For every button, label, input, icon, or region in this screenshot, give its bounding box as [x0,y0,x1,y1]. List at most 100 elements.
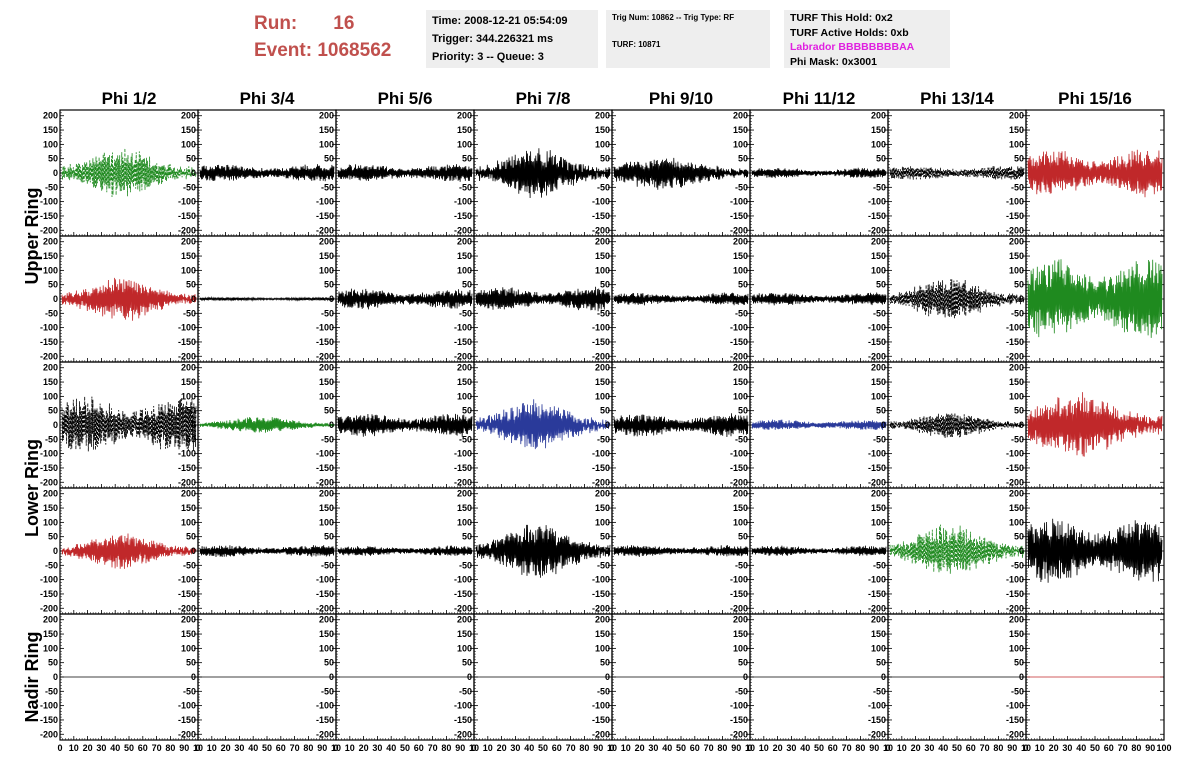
y-tick-label: -50 [873,434,886,444]
y-tick-label: 100 [871,139,886,149]
panel-r2-c6: -200 -150 -100 -50 0 50 100 150 200 [730,235,889,363]
panel-r3-c3: -200 -150 -100 -50 0 50 100 150 200 [316,361,475,489]
waveform-r1-c5 [613,157,749,190]
y-tick-label: 200 [733,489,748,499]
y-tick-label: 50 [48,406,58,416]
y-tick-label: 100 [319,391,334,401]
y-tick-label: 100 [1009,265,1024,275]
waveform-r2-c5 [613,292,749,306]
y-tick-label: 200 [181,111,196,121]
y-tick-label: -100 [1006,575,1024,585]
event-value: 1068562 [317,40,392,61]
y-tick-label: 150 [871,125,886,135]
y-tick-label: 50 [738,280,748,290]
y-tick-label: 100 [733,139,748,149]
y-tick-label: 200 [457,363,472,373]
turf-active-holds-line: TURF Active Holds: 0xb [790,26,909,39]
y-tick-label: -100 [868,449,886,459]
y-tick-label: 50 [876,406,886,416]
y-tick-label: -150 [592,715,610,725]
y-tick-label: 100 [457,391,472,401]
y-tick-label: -200 [40,477,58,487]
waveform-r1-c4 [475,148,611,199]
y-tick-label: 50 [1014,280,1024,290]
y-tick-label: 150 [43,503,58,513]
y-tick-label: 200 [319,111,334,121]
y-tick-label: 150 [595,251,610,261]
y-tick-label: 200 [319,489,334,499]
y-tick-label: -150 [592,463,610,473]
y-tick-label: -50 [183,434,196,444]
y-tick-label: 200 [457,111,472,121]
waveform-r3-c2 [199,417,335,433]
y-tick-label: 150 [457,503,472,513]
y-tick-label: -200 [454,729,472,739]
y-tick-label: 150 [181,629,196,639]
y-tick-label: 50 [738,406,748,416]
column-header-6: Phi 11/12 [783,89,856,108]
y-tick-label: -200 [316,729,334,739]
y-tick-label: 50 [48,280,58,290]
y-tick-label: -100 [730,323,748,333]
y-tick-label: 0 [53,546,58,556]
y-tick-label: -100 [40,701,58,711]
y-tick-label: 0 [467,546,472,556]
y-tick-label: -150 [178,463,196,473]
panel-r2-c2: -200 -150 -100 -50 0 50 100 150 200 [178,235,337,363]
y-tick-label: -150 [592,589,610,599]
y-tick-label: 150 [595,503,610,513]
y-tick-label: 100 [319,265,334,275]
y-tick-label: -200 [730,477,748,487]
column-header-2: Phi 3/4 [240,89,295,108]
y-tick-label: 200 [871,363,886,373]
y-tick-label: -100 [316,449,334,459]
y-tick-label: 100 [181,517,196,527]
y-tick-label: -50 [45,308,58,318]
y-tick-label: 0 [53,168,58,178]
panel-r4-c8: -200 -150 -100 -50 0 50 100 150 200 [1006,487,1165,615]
y-tick-label: 0 [743,294,748,304]
y-tick-label: -200 [1006,225,1024,235]
y-tick-label: 50 [186,406,196,416]
event-label: Event: [254,40,313,61]
y-tick-label: 100 [595,139,610,149]
y-tick-label: -100 [454,323,472,333]
y-tick-label: 200 [871,111,886,121]
y-tick-label: 0 [605,546,610,556]
y-tick-label: 0 [743,420,748,430]
panel-r2-c8: -200 -150 -100 -50 0 50 100 150 200 [1006,235,1165,363]
y-tick-label: 50 [324,406,334,416]
panel-r1-c6: -200 -150 -100 -50 0 50 100 150 200 [730,109,889,237]
y-tick-label: 150 [319,503,334,513]
y-tick-label: 0 [191,294,196,304]
y-tick-label: -50 [1011,182,1024,192]
y-tick-label: -100 [1006,197,1024,207]
y-tick-label: 50 [462,154,472,164]
panel-r1-c8: -200 -150 -100 -50 0 50 100 150 200 [1006,109,1165,237]
panel-r1-c5: -200 -150 -100 -50 0 50 100 150 200 [592,109,751,237]
y-tick-label: 200 [43,615,58,625]
y-tick-label: -50 [459,434,472,444]
phi-mask-line: Phi Mask: 0x3001 [790,55,877,68]
y-tick-label: 150 [457,629,472,639]
y-tick-label: -50 [735,434,748,444]
waveform-r2-c1 [61,277,197,321]
y-tick-label: 150 [181,251,196,261]
panel-r2-c4: -200 -150 -100 -50 0 50 100 150 200 [454,235,613,363]
y-tick-label: 150 [733,125,748,135]
y-tick-label: 50 [462,280,472,290]
y-tick-label: -150 [730,589,748,599]
y-tick-label: -100 [1006,449,1024,459]
y-tick-label: -100 [40,197,58,207]
y-tick-label: -50 [459,308,472,318]
panel-r4-c1: -200 -150 -100 -50 0 50 100 150 200 [40,487,199,615]
y-tick-label: 150 [595,377,610,387]
y-tick-label: -200 [868,477,886,487]
y-tick-label: 0 [329,546,334,556]
row-group-label-2: Lower Ring [22,439,42,537]
y-tick-label: -150 [730,337,748,347]
panel-r3-c6: -200 -150 -100 -50 0 50 100 150 200 [730,361,889,489]
y-tick-label: 0 [1019,294,1024,304]
y-tick-label: 50 [324,532,334,542]
y-tick-label: 150 [319,377,334,387]
